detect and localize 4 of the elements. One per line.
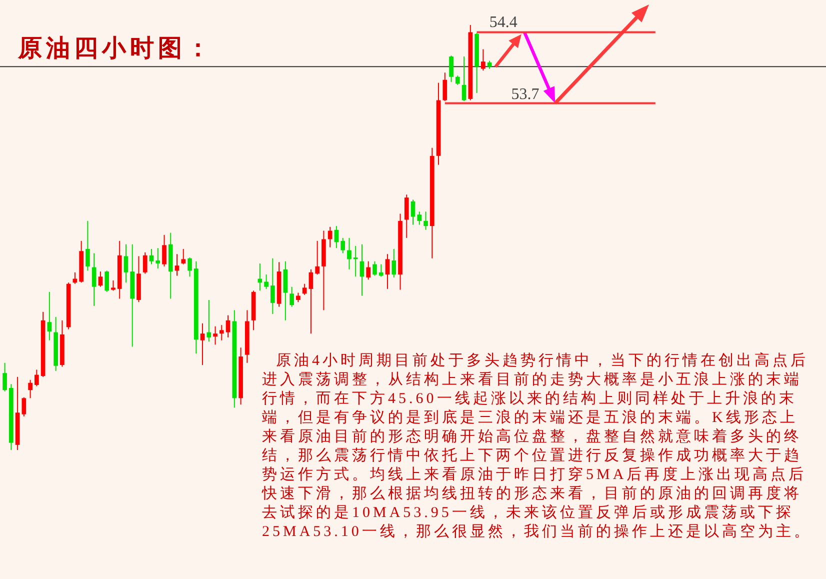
annotation: 54.4 [489,14,518,32]
text: 原油4小时周期目前处于多头趋势行情中，当下的行情在创出高点后进入震荡调整，从结构上来看目前的走势大概率是小五浪上涨的末端行情，而在下方45.60一线起涨以来的结构上则同样处于上升浪的末端，但是有争议的是到底是三浪的末端还是五浪的末端。K线形态上来看原油目前的形态明确开始高位盘整，盘整自然就意味着多头的终结，那么震荡行情中依托上下两个位置进行反复操作成功概率大于趋势运作方式。均线上来看原油于昨日打穿5MA后再度上涨出现高点后快速下滑，那么根据均线扭转的形态来看，目前的原油的回调再度将去试探的是10MA53.95一线，未来该位置反弹后或形成震荡或下探25MA53.10一线，那么很显然，我们当前的操作上还是以高空为主。 [262,353,812,540]
annotation: 53.7 [511,86,540,104]
chart-title: 原油四小时图： [17,35,214,62]
